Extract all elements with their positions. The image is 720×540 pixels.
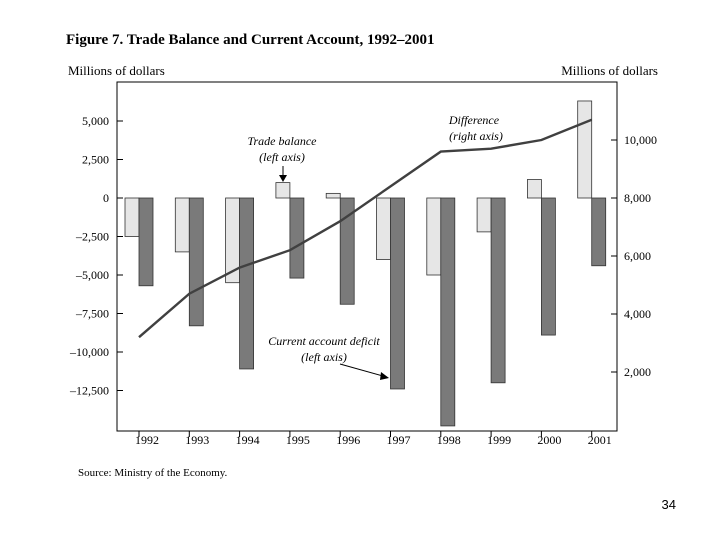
trade-balance-arrowhead [279,175,287,182]
current-account-bar [188,197,204,327]
current-account-bar [339,197,355,305]
annotation-trade-balance: Trade balance [248,134,318,148]
trade-balance-bar [577,100,593,199]
trade-balance-bar [325,192,341,199]
x-tick-label: 2001 [588,433,612,447]
left-tick-label: –12,500 [69,384,109,398]
right-tick-label: 4,000 [624,307,651,321]
left-tick-label: –5,000 [75,268,109,282]
annotation-current-account: Current account deficit [268,334,380,348]
current-account-bar [440,197,456,427]
left-tick-label: –7,500 [75,307,109,321]
current-account-bar [490,197,506,384]
annotation-trade-balance-axis: (left axis) [259,150,305,164]
right-tick-label: 6,000 [624,249,651,263]
x-tick-label: 1996 [336,433,360,447]
x-tick-label: 1997 [387,433,411,447]
x-tick-label: 1999 [487,433,511,447]
trade-balance-bar [527,179,542,199]
left-axis-unit: Millions of dollars [68,63,165,78]
annotation-current-account-axis: (left axis) [301,350,347,364]
difference-line [138,118,593,339]
x-tick-label: 1992 [135,433,159,447]
x-tick-label: 2000 [537,433,561,447]
current-account-arrow-line [339,363,384,377]
page-number: 34 [661,497,676,512]
trade-balance-bar [376,197,391,260]
right-tick-label: 2,000 [624,365,651,379]
current-account-bar [138,197,154,287]
current-account-bar [239,197,255,370]
x-tick-label: 1995 [286,433,310,447]
annotation-difference: Difference [448,113,500,127]
left-tick-label: –2,500 [75,230,109,244]
current-account-arrowhead [380,372,389,380]
right-axis-unit: Millions of dollars [561,63,658,78]
current-account-bar [591,197,607,267]
left-tick-label: 2,500 [82,153,109,167]
trade-balance-bar [124,197,140,237]
x-tick-label: 1994 [236,433,260,447]
right-tick-label: 10,000 [624,133,657,147]
x-tick-label: 1993 [185,433,209,447]
chart-title: Figure 7. Trade Balance and Current Acco… [66,32,435,48]
left-tick-label: 0 [103,191,109,205]
current-account-bar [390,197,405,390]
x-tick-label: 1998 [437,433,461,447]
right-tick-label: 8,000 [624,191,651,205]
trade-balance-bar [476,197,492,233]
trade-balance-bar [174,197,190,253]
current-account-bar [289,197,305,279]
left-tick-label: –10,000 [69,345,109,359]
annotation-difference-axis: (right axis) [449,129,503,143]
trade-balance-bar [275,182,291,199]
current-account-bar [541,197,556,336]
trade-balance-bar [426,197,442,276]
left-tick-label: 5,000 [82,114,109,128]
source-note: Source: Ministry of the Economy. [78,467,228,479]
